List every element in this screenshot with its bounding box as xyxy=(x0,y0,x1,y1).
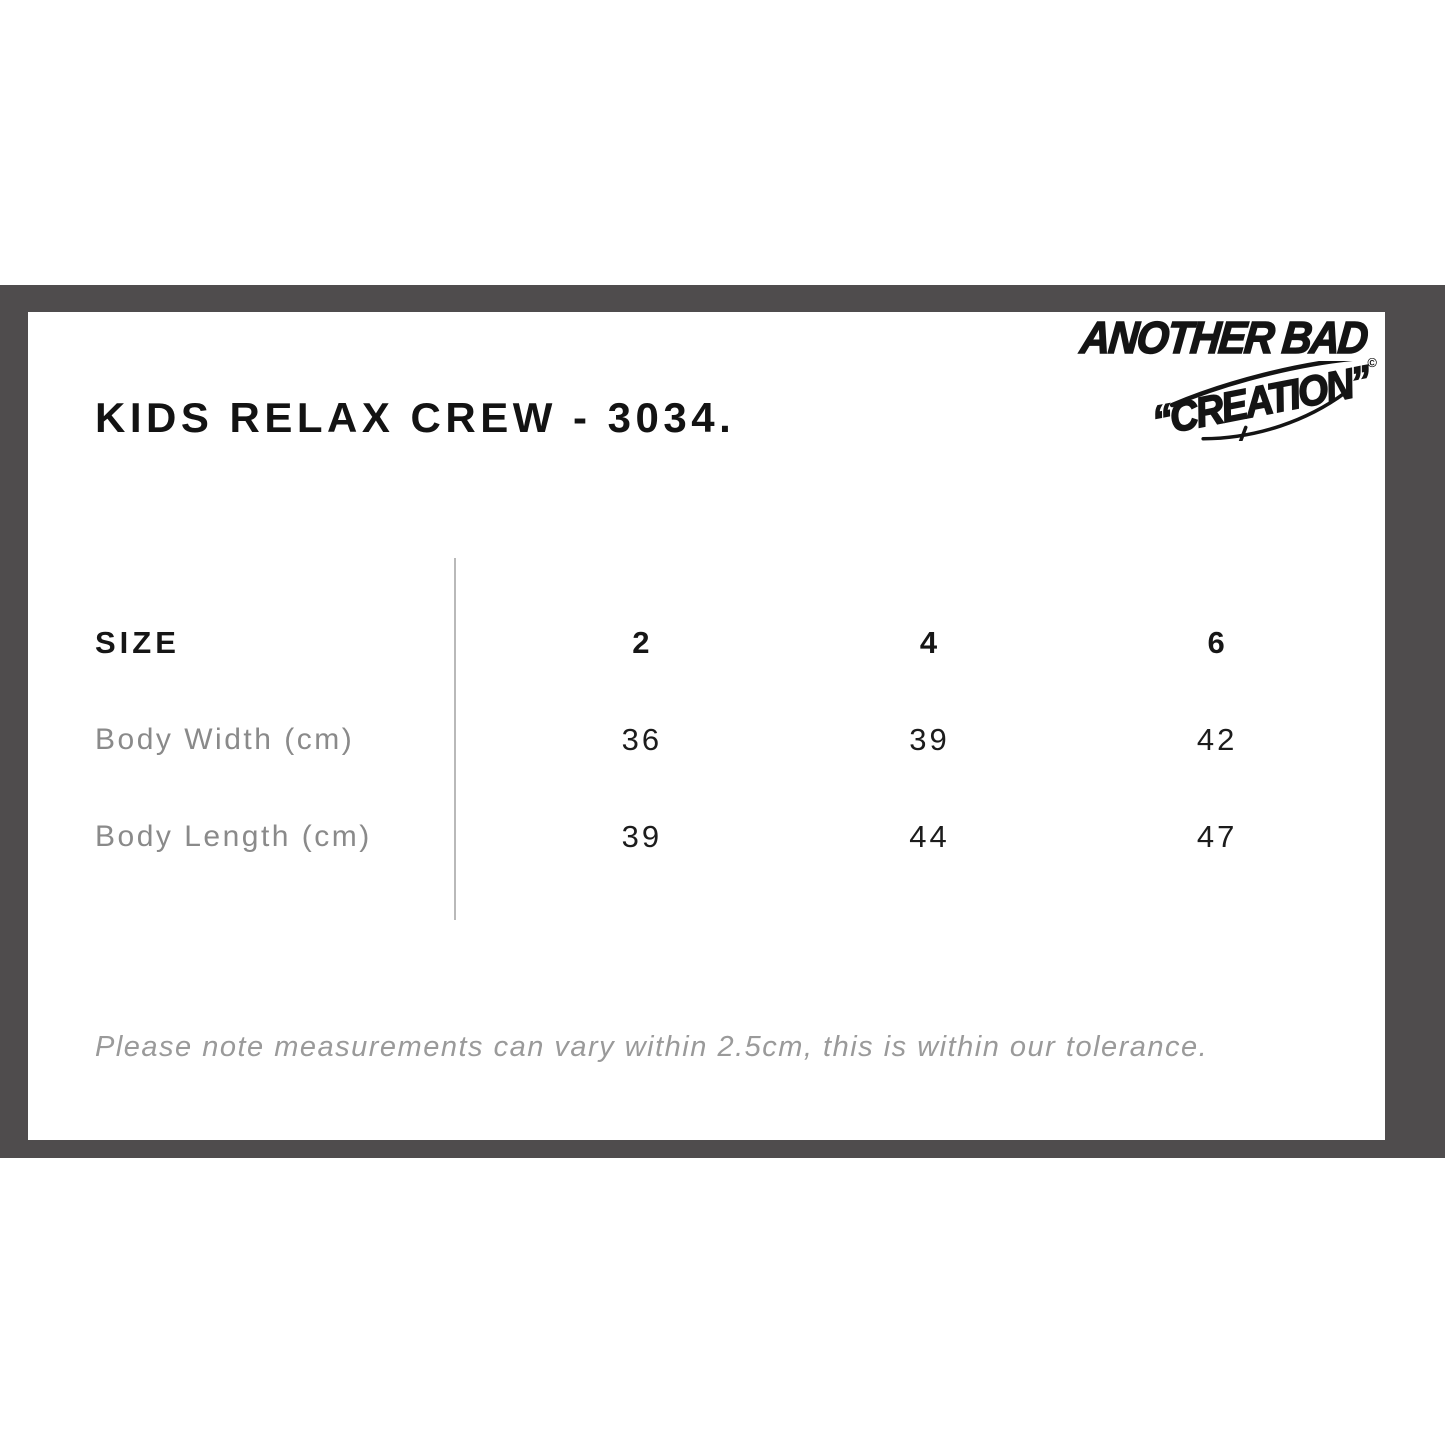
copyright-mark: © xyxy=(1367,355,1377,370)
size-chart-card: ANOTHER BAD© “CREATION” KIDS RELAX CREW … xyxy=(28,311,1385,1140)
table-divider-line xyxy=(454,558,456,920)
body-width-size-6: 42 xyxy=(1196,721,1238,757)
body-length-size-4: 44 xyxy=(909,818,950,854)
brand-graffiti-tag: “CREATION” xyxy=(1056,355,1377,445)
tolerance-note: Please note measurements can vary within… xyxy=(95,1031,1209,1063)
page-title: KIDS RELAX CREW - 3034. xyxy=(95,394,736,441)
brand-wordmark: ANOTHER BAD xyxy=(1078,311,1370,363)
size-header-label: SIZE xyxy=(95,624,180,660)
body-length-size-6: 47 xyxy=(1196,818,1238,854)
chart-frame-border: ANOTHER BAD© “CREATION” KIDS RELAX CREW … xyxy=(0,285,1445,1158)
body-width-size-4: 39 xyxy=(909,721,950,757)
brand-logo: ANOTHER BAD© “CREATION” xyxy=(1056,311,1377,445)
graffiti-tag-icon: “CREATION” xyxy=(1148,355,1376,445)
size-table: SIZE 2 4 6 Body Width (cm) 36 39 42 Body… xyxy=(95,558,1361,919)
size-column-2: 2 xyxy=(632,624,652,660)
svg-text:“CREATION”: “CREATION” xyxy=(1148,361,1375,441)
size-column-4: 4 xyxy=(919,624,940,660)
size-column-6: 6 xyxy=(1207,624,1227,660)
brand-name-row: ANOTHER BAD© xyxy=(1056,311,1377,370)
body-length-size-2: 39 xyxy=(621,818,663,854)
body-width-size-2: 36 xyxy=(621,721,663,757)
row-label-body-width: Body Width (cm) xyxy=(95,722,355,756)
row-label-body-length: Body Length (cm) xyxy=(95,819,372,853)
